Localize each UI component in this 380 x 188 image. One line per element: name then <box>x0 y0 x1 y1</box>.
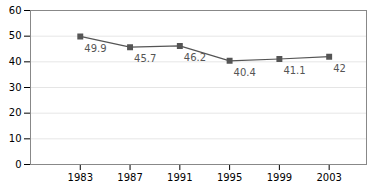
svg-text:46.2: 46.2 <box>184 52 206 63</box>
svg-text:0: 0 <box>15 159 21 170</box>
svg-text:50: 50 <box>9 30 22 41</box>
svg-text:41.1: 41.1 <box>283 65 305 76</box>
svg-text:60: 60 <box>9 5 22 16</box>
svg-text:10: 10 <box>9 133 22 144</box>
svg-text:20: 20 <box>9 107 22 118</box>
svg-text:30: 30 <box>9 82 22 93</box>
svg-text:1983: 1983 <box>68 172 93 183</box>
svg-text:1987: 1987 <box>117 172 142 183</box>
svg-text:1991: 1991 <box>167 172 192 183</box>
svg-text:40: 40 <box>9 56 22 67</box>
svg-text:2003: 2003 <box>316 172 341 183</box>
svg-text:42: 42 <box>333 63 346 74</box>
svg-text:1995: 1995 <box>217 172 242 183</box>
svg-text:1999: 1999 <box>267 172 292 183</box>
svg-text:45.7: 45.7 <box>134 53 156 64</box>
svg-text:40.4: 40.4 <box>234 67 256 78</box>
svg-text:49.9: 49.9 <box>84 43 106 54</box>
